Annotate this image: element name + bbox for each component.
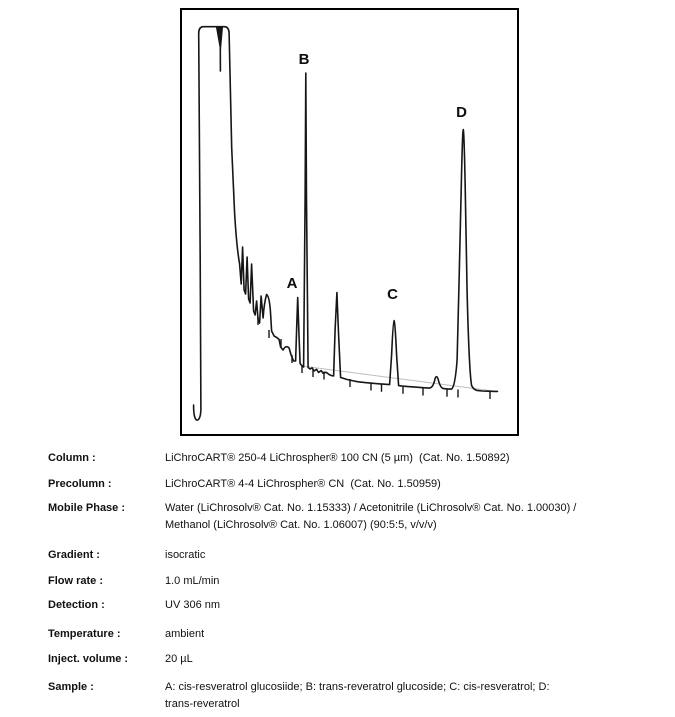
condition-label: Sample : <box>48 681 94 693</box>
peak-label-c: C <box>387 286 398 303</box>
condition-label: Precolumn : <box>48 478 112 490</box>
figure-border <box>180 8 519 436</box>
peak-label-b: B <box>299 51 310 68</box>
condition-label: Gradient : <box>48 549 100 561</box>
condition-value: 1.0 mL/min <box>165 575 220 587</box>
peak-label-d: D <box>456 104 467 121</box>
condition-value: ambient <box>165 628 205 640</box>
condition-label: Column : <box>48 452 96 464</box>
peak-labels: A B C D <box>287 51 468 303</box>
condition-label: Mobile Phase : <box>48 502 126 514</box>
peak-label-a: A <box>287 275 298 292</box>
condition-value: A: cis-resveratrol glucosiide; B: trans-… <box>165 681 550 710</box>
time-ticks <box>257 317 491 399</box>
solvent-front-notch <box>215 27 224 51</box>
condition-value: isocratic <box>165 549 206 561</box>
condition-label: Flow rate : <box>48 575 104 587</box>
condition-value: 20 µL <box>165 653 193 665</box>
condition-value: LiChroCART® 250-4 LiChrospher® 100 CN (5… <box>165 452 510 464</box>
condition-label: Temperature : <box>48 628 121 640</box>
condition-label: Inject. volume : <box>48 653 129 665</box>
chromatogram: A B C D <box>180 8 519 436</box>
condition-value: UV 306 nm <box>165 599 221 611</box>
condition-value: LiChroCART® 4-4 LiChrospher® CN (Cat. No… <box>165 478 441 490</box>
condition-value: Water (LiChrosolv® Cat. No. 1.15333) / A… <box>165 502 577 531</box>
condition-label: Detection : <box>48 599 105 611</box>
